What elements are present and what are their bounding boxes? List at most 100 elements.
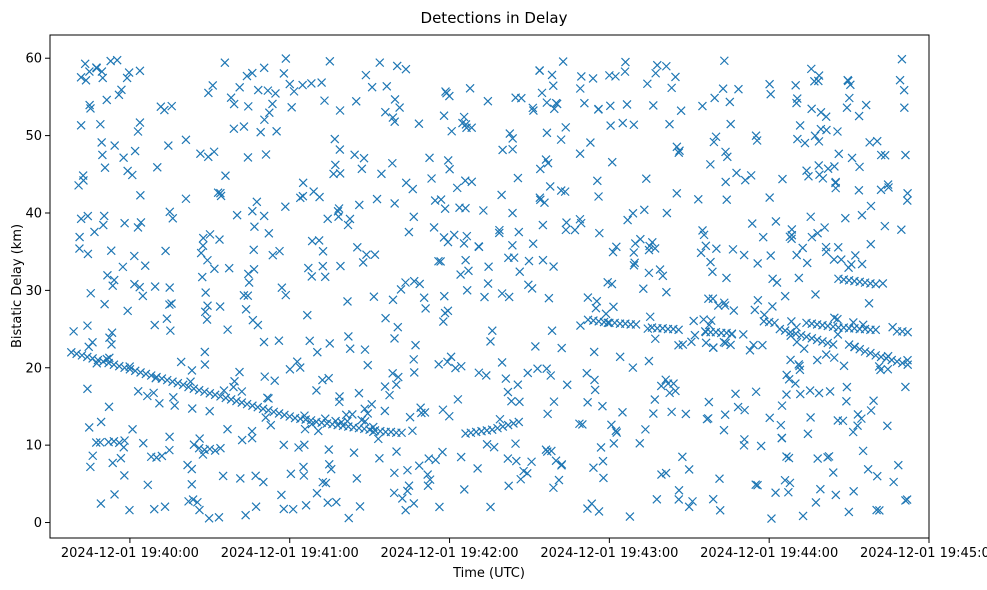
data-point [503, 454, 513, 464]
data-point [186, 377, 195, 387]
data-point [360, 345, 370, 355]
data-point [392, 447, 401, 457]
data-point [605, 101, 615, 111]
data-point [570, 225, 580, 235]
data-point [459, 485, 469, 494]
data-point [577, 420, 587, 429]
data-point [443, 156, 453, 165]
data-point [705, 159, 715, 169]
data-point [681, 409, 691, 419]
data-point [307, 236, 317, 246]
data-point [135, 282, 145, 292]
data-point [561, 225, 571, 235]
data-point [161, 246, 170, 256]
data-point [486, 502, 495, 512]
data-point [625, 512, 635, 521]
data-point [876, 185, 886, 195]
data-point [460, 176, 470, 186]
data-point [252, 197, 262, 207]
data-point [397, 428, 407, 438]
data-point [300, 424, 310, 434]
data-point [583, 293, 593, 303]
data-point [644, 356, 654, 366]
data-point [270, 376, 280, 386]
data-point [187, 479, 197, 489]
data-point [320, 96, 329, 106]
data-point [389, 468, 399, 478]
data-point [892, 357, 902, 366]
data-point [461, 203, 470, 213]
data-point [554, 475, 564, 485]
data-point [831, 490, 841, 500]
data-point [799, 344, 809, 354]
data-point [768, 274, 778, 284]
data-point [258, 477, 268, 487]
data-point [237, 435, 247, 445]
data-point [834, 149, 844, 159]
data-point [478, 206, 488, 215]
data-point [392, 61, 402, 71]
data-point [391, 380, 401, 390]
data-point [884, 183, 893, 192]
data-point [710, 93, 720, 103]
data-point [425, 475, 435, 485]
data-point [720, 410, 730, 420]
data-point [361, 70, 371, 80]
data-point [562, 380, 572, 390]
data-point [276, 490, 286, 500]
data-point [509, 419, 518, 428]
data-point [816, 107, 826, 117]
data-point [105, 333, 114, 343]
data-point [677, 452, 687, 462]
y-tick-label: 60 [25, 52, 42, 67]
data-point [903, 360, 913, 370]
data-point [497, 190, 507, 200]
data-point [237, 398, 247, 408]
data-point [474, 368, 484, 378]
data-point [858, 446, 868, 456]
data-point [198, 233, 208, 243]
data-point [429, 223, 439, 232]
data-point [811, 289, 820, 299]
data-point [671, 386, 680, 396]
data-point [684, 465, 694, 474]
data-point [317, 375, 327, 385]
data-point [215, 235, 224, 244]
data-point [806, 413, 816, 422]
data-point [726, 119, 736, 129]
data-point [777, 401, 787, 411]
data-point [709, 137, 719, 147]
data-point [767, 514, 776, 524]
data-point [667, 83, 677, 93]
data-point [612, 428, 622, 437]
data-point [704, 397, 714, 407]
data-point [83, 321, 92, 331]
data-point [791, 329, 801, 339]
data-point [162, 375, 172, 385]
data-point [168, 377, 177, 387]
data-point [188, 495, 198, 504]
data-point [243, 153, 253, 162]
data-point [299, 440, 309, 450]
data-point [351, 96, 361, 106]
data-point [818, 337, 827, 346]
data-point [203, 255, 212, 265]
data-point [686, 337, 696, 347]
data-point [200, 347, 210, 357]
data-point [443, 306, 453, 316]
data-point [727, 329, 737, 339]
data-point [446, 352, 456, 362]
data-point [688, 496, 697, 506]
data-point [547, 70, 557, 80]
data-point [306, 78, 316, 88]
data-point [739, 250, 749, 260]
data-point [149, 388, 159, 398]
data-point [335, 106, 345, 115]
data-point [253, 402, 263, 412]
data-point [357, 164, 367, 174]
data-point [189, 384, 199, 394]
data-point [189, 440, 199, 450]
data-point [138, 291, 148, 301]
data-point [751, 131, 761, 141]
data-point [792, 94, 802, 103]
